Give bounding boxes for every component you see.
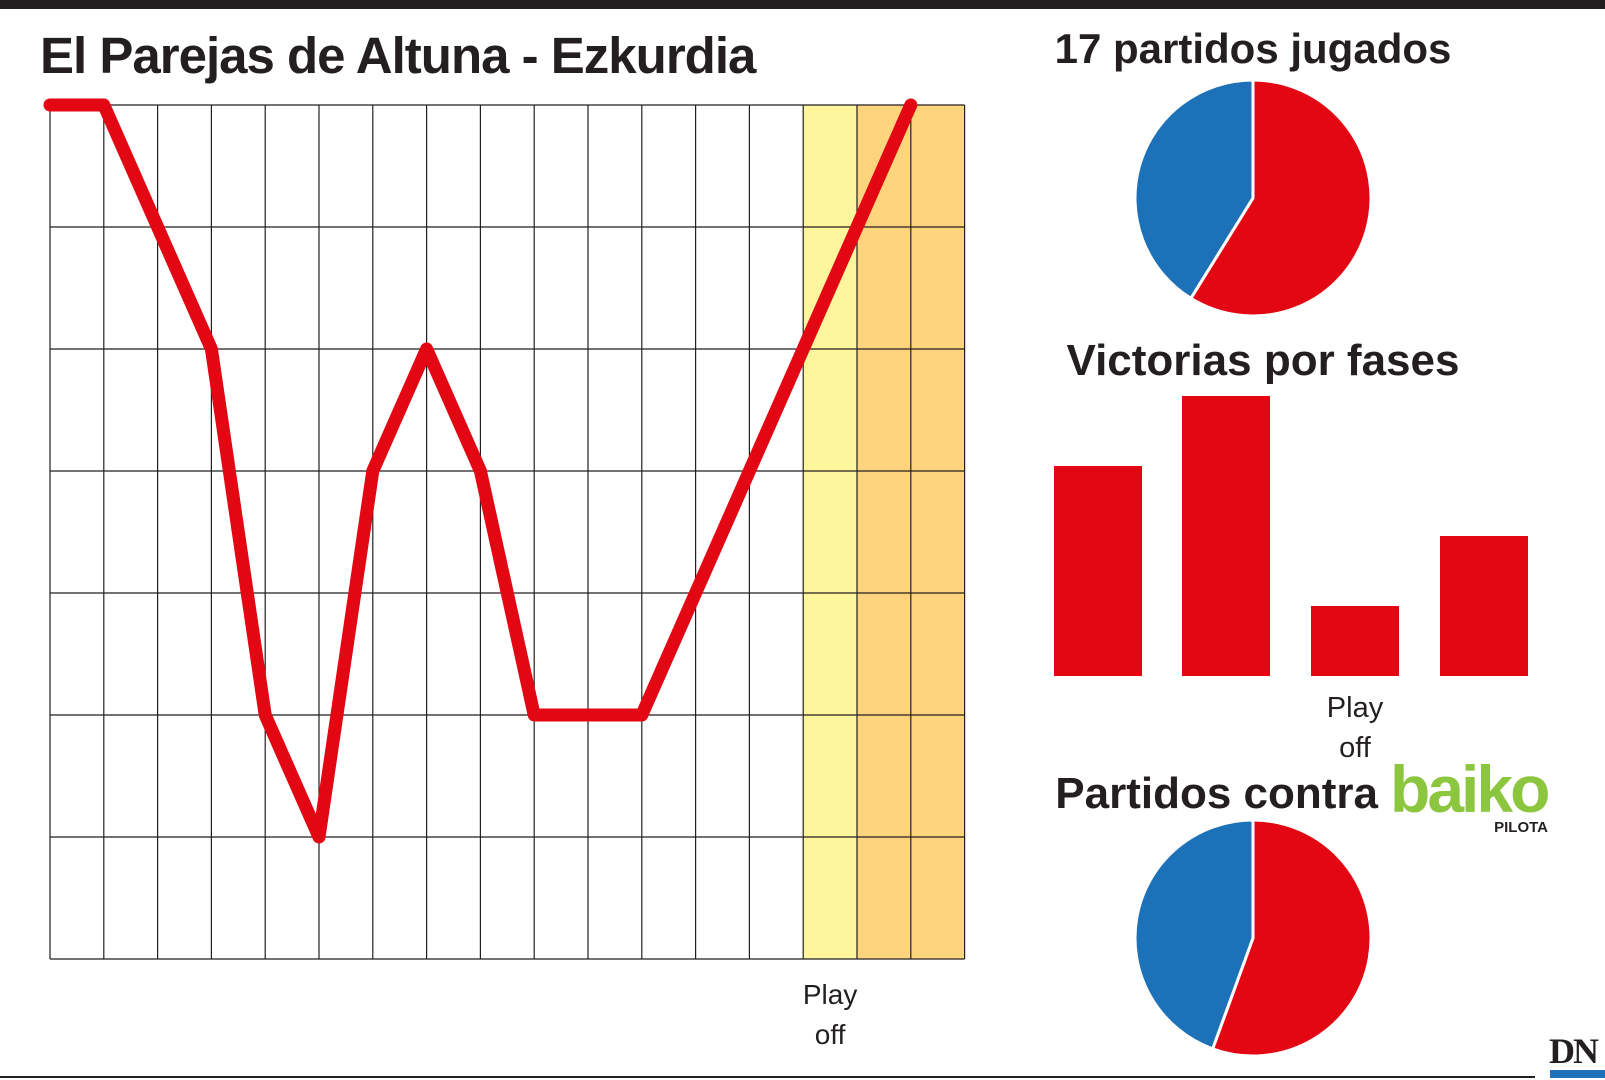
bar-chart: Play off xyxy=(1054,396,1528,764)
pie-slice-derrotas xyxy=(1133,818,1255,1051)
pie2 xyxy=(1133,818,1373,1058)
chart-grid xyxy=(49,104,966,960)
dn-logo: DN xyxy=(1549,1031,1599,1071)
position-line xyxy=(43,98,918,844)
chart-title: El Parejas de Altuna - Ezkurdia xyxy=(40,27,756,84)
baiko-logo: baiko PILOTA xyxy=(1390,752,1551,836)
position-series-line xyxy=(43,98,918,844)
highlight-bands xyxy=(803,105,965,959)
x-tick-label-line: off xyxy=(815,1019,846,1050)
pie2-title: Partidos contra xyxy=(1055,769,1378,818)
pie1 xyxy=(1133,78,1373,318)
x-tick-label-playoff: Play off xyxy=(803,979,857,1050)
pie-slice-victorias xyxy=(1188,78,1373,318)
bar-title: Victorias por fases xyxy=(1067,336,1460,385)
pie-slice-victorias xyxy=(1210,818,1373,1058)
baiko-logo-word: baiko xyxy=(1390,752,1548,826)
x-tick-label-line: Play xyxy=(803,979,857,1010)
top-bar xyxy=(0,0,1605,9)
bar xyxy=(1440,536,1528,676)
baiko-logo-sub: PILOTA xyxy=(1494,819,1548,836)
bar xyxy=(1311,606,1399,676)
bar-category-line: off xyxy=(1339,732,1372,764)
bottom-rule xyxy=(0,1076,1535,1078)
pie-slice-derrotas xyxy=(1133,78,1255,301)
bar-category-label: Play off xyxy=(1327,692,1384,764)
brand-rule xyxy=(1550,1070,1605,1078)
bar xyxy=(1182,396,1270,676)
x-tick-labels: Play off xyxy=(803,979,857,1050)
pie1-title: 17 partidos jugados xyxy=(1055,25,1452,72)
bar xyxy=(1054,466,1142,676)
bar-category-line: Play xyxy=(1327,692,1384,724)
